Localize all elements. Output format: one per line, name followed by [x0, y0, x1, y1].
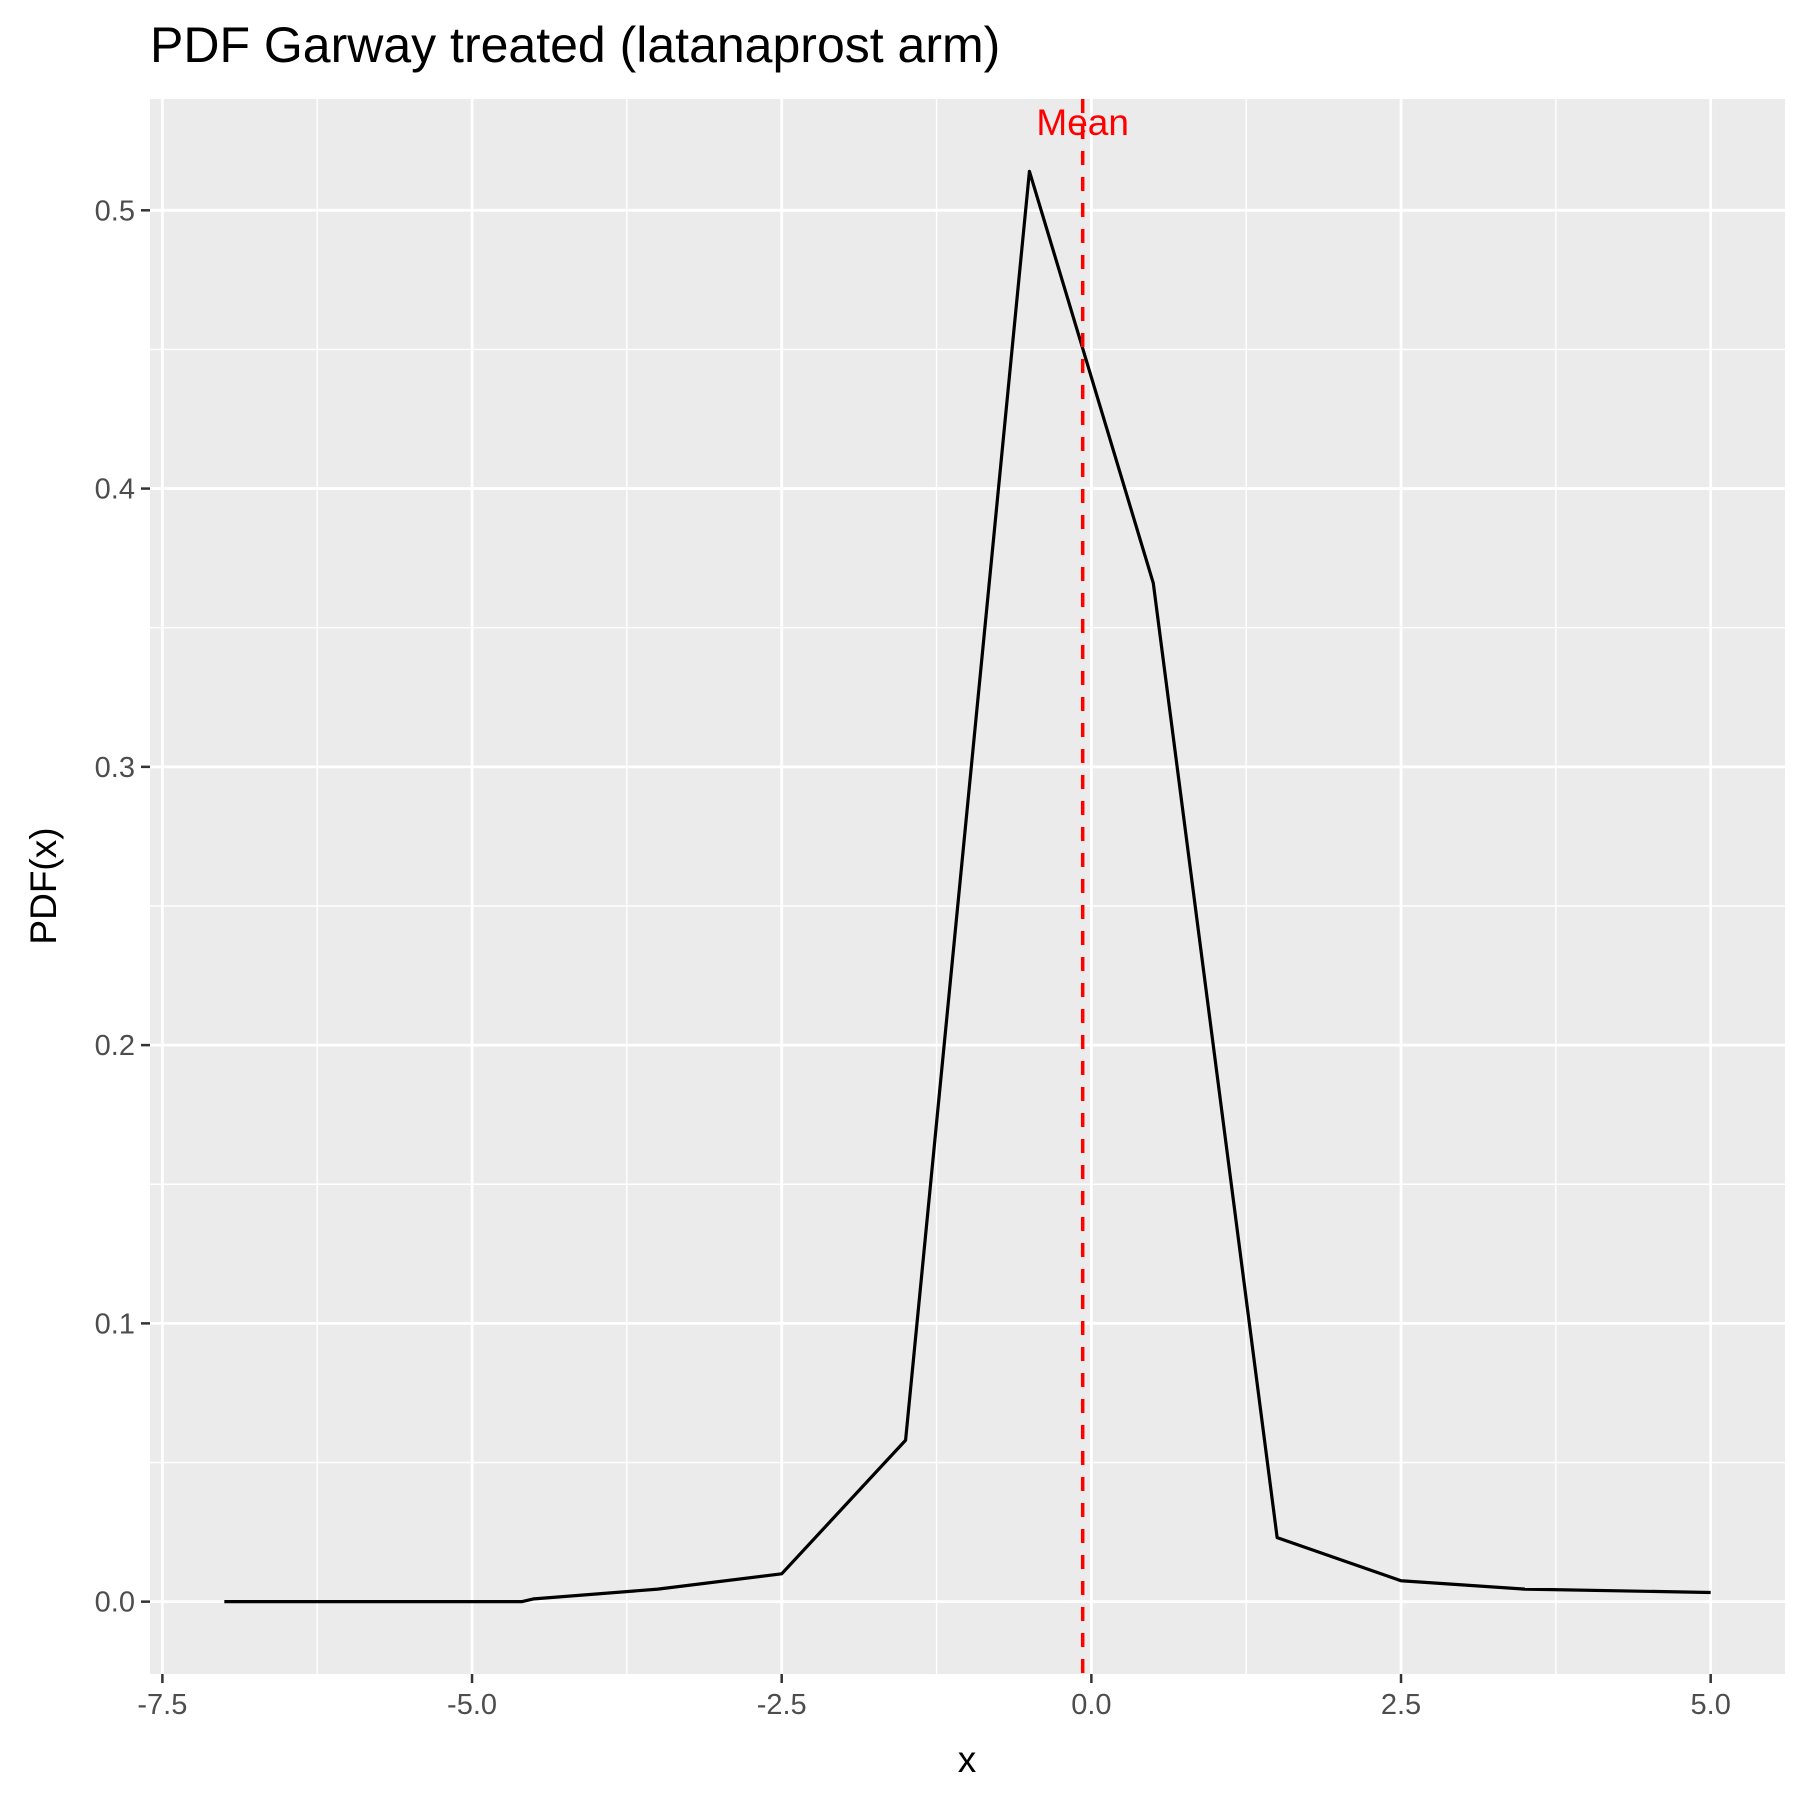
y-tick-label: 0.4	[95, 474, 135, 506]
major-gridlines	[150, 99, 1785, 1674]
plot-panel	[150, 99, 1785, 1674]
series-layer	[224, 169, 1711, 1604]
x-tick-label: 2.5	[1381, 1689, 1421, 1721]
x-axis: -7.5 -5.0 -2.5 0.0 2.5 5.0	[137, 1674, 1731, 1721]
x-axis-title: x	[958, 1739, 977, 1780]
chart-title: PDF Garway treated (latanaprost arm)	[150, 17, 1000, 73]
mean-label: Mean	[1036, 102, 1129, 143]
annotation-layer: Mean	[1036, 99, 1129, 1674]
y-tick-label: 0.3	[95, 752, 135, 784]
y-axis-title: PDF(x)	[23, 827, 64, 944]
y-tick-label: 0.5	[95, 195, 135, 227]
y-tick-label: 0.1	[95, 1308, 135, 1340]
y-tick-label: 0.0	[95, 1587, 135, 1619]
pdf-line	[224, 169, 1711, 1604]
x-tick-label: -5.0	[447, 1689, 497, 1721]
x-tick-label: 0.0	[1071, 1689, 1111, 1721]
x-tick-label: 5.0	[1691, 1689, 1731, 1721]
x-tick-label: -2.5	[757, 1689, 807, 1721]
minor-gridlines	[150, 99, 1785, 1674]
y-tick-label: 0.2	[95, 1030, 135, 1062]
y-axis: 0.0 0.1 0.2 0.3 0.4 0.5	[95, 195, 150, 1619]
x-tick-label: -7.5	[137, 1689, 187, 1721]
